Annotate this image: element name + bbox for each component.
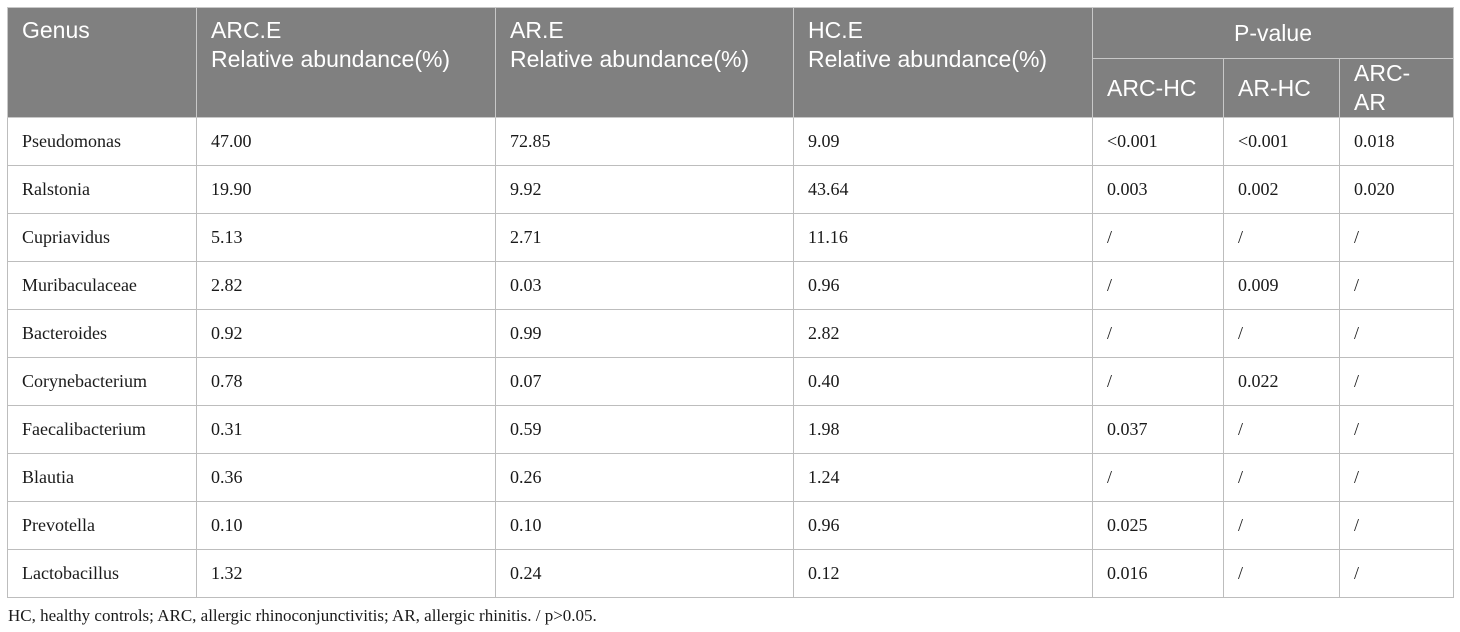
p-arc-ar-cell: 0.018: [1338, 117, 1455, 166]
p-arc-hc-cell: /: [1092, 453, 1224, 502]
header-pvalue: P-value: [1091, 7, 1455, 59]
ar-value-cell: 0.59: [495, 405, 794, 454]
p-ar-hc-cell: /: [1223, 213, 1340, 262]
hc-value-cell: 11.16: [793, 213, 1093, 262]
ar-value-cell: 0.07: [495, 357, 794, 406]
genus-abundance-table: Genus ARC.E Relative abundance(%) AR.E R…: [7, 7, 1455, 598]
p-arc-hc-cell: /: [1092, 309, 1224, 358]
hc-value-cell: 43.64: [793, 165, 1093, 214]
arc-value-cell: 0.36: [196, 453, 496, 502]
p-arc-ar-cell: 0.020: [1338, 165, 1455, 214]
p-arc-ar-cell: /: [1338, 261, 1455, 310]
p-arc-hc-cell: <0.001: [1092, 117, 1224, 166]
table-header: Genus ARC.E Relative abundance(%) AR.E R…: [7, 7, 1455, 118]
p-arc-hc-cell: /: [1092, 357, 1224, 406]
ar-value-cell: 0.03: [495, 261, 794, 310]
table-footnote: HC, healthy controls; ARC, allergic rhin…: [8, 606, 597, 625]
p-ar-hc-cell: /: [1223, 453, 1340, 502]
table-row: Prevotella 0.10 0.10 0.96 0.025//: [7, 501, 1455, 550]
table-row: Muribaculaceae 2.82 0.03 0.96/0.009/: [7, 261, 1455, 310]
arc-value-cell: 19.90: [196, 165, 496, 214]
header-ar-hc: AR-HC: [1223, 58, 1340, 118]
header-arc: ARC.E Relative abundance(%): [196, 7, 496, 118]
table-row: Blautia 0.36 0.26 1.24// /: [7, 453, 1455, 502]
genus-cell: Cupriavidus: [7, 213, 197, 262]
genus-cell: Pseudomonas: [7, 117, 197, 166]
arc-value-cell: 1.32: [196, 549, 496, 598]
table-body: Pseudomonas 47.00 72.85 9.09 <0.001 <0.001 0.0…: [7, 117, 1455, 598]
arc-value-cell: 5.13: [196, 213, 496, 262]
header-arc-name: ARC.E: [211, 17, 282, 43]
genus-cell: Muribaculaceae: [7, 261, 197, 310]
ar-value-cell: 9.92: [495, 165, 794, 214]
p-arc-hc-cell: 0.037: [1092, 405, 1224, 454]
header-arc-metric: Relative abundance(%): [211, 46, 451, 72]
table-row: Bacteroides 0.92 0.99 2.82// /: [7, 309, 1455, 358]
table-row: Corynebacterium 0.78 0.07 0.40/0.022/: [7, 357, 1455, 406]
hc-value-cell: 1.98: [793, 405, 1093, 454]
arc-value-cell: 0.92: [196, 309, 496, 358]
p-arc-ar-cell: /: [1338, 501, 1455, 550]
hc-value-cell: 0.96: [793, 261, 1093, 310]
p-ar-hc-cell: /: [1223, 549, 1340, 598]
ar-value-cell: 0.24: [495, 549, 794, 598]
p-ar-hc-cell: /: [1223, 501, 1340, 550]
hc-value-cell: 9.09: [793, 117, 1093, 166]
p-arc-hc-cell: 0.003: [1092, 165, 1224, 214]
arc-value-cell: 0.31: [196, 405, 496, 454]
arc-value-cell: 2.82: [196, 261, 496, 310]
p-ar-hc-cell: 0.022: [1223, 357, 1340, 406]
p-arc-hc-cell: /: [1092, 261, 1224, 310]
p-arc-ar-cell: /: [1338, 549, 1455, 598]
header-ar-name: AR.E: [510, 17, 564, 43]
p-arc-hc-cell: /: [1092, 213, 1224, 262]
table-row: Cupriavidus 5.13 2.71 11.16// /: [7, 213, 1455, 262]
genus-cell: Lactobacillus: [7, 549, 197, 598]
genus-cell: Faecalibacterium: [7, 405, 197, 454]
p-arc-ar-cell: /: [1338, 453, 1455, 502]
genus-cell: Prevotella: [7, 501, 197, 550]
table-row: Ralstonia 19.90 9.92 43.64 0.003 0.002 0.020: [7, 165, 1455, 214]
arc-value-cell: 0.78: [196, 357, 496, 406]
arc-value-cell: 0.10: [196, 501, 496, 550]
genus-cell: Ralstonia: [7, 165, 197, 214]
table-row: Pseudomonas 47.00 72.85 9.09 <0.001 <0.001 0.0…: [7, 117, 1455, 166]
ar-value-cell: 2.71: [495, 213, 794, 262]
p-ar-hc-cell: <0.001: [1223, 117, 1340, 166]
header-hc-metric: Relative abundance(%): [808, 46, 1048, 72]
p-arc-hc-cell: 0.025: [1092, 501, 1224, 550]
header-arc-ar: ARC-AR: [1338, 58, 1455, 118]
header-genus: Genus: [7, 7, 197, 118]
p-ar-hc-cell: 0.009: [1223, 261, 1340, 310]
p-ar-hc-cell: /: [1223, 405, 1340, 454]
hc-value-cell: 0.96: [793, 501, 1093, 550]
ar-value-cell: 0.99: [495, 309, 794, 358]
genus-cell: Corynebacterium: [7, 357, 197, 406]
table-container: Genus ARC.E Relative abundance(%) AR.E R…: [7, 7, 1455, 626]
p-arc-hc-cell: 0.016: [1092, 549, 1224, 598]
hc-value-cell: 1.24: [793, 453, 1093, 502]
hc-value-cell: 2.82: [793, 309, 1093, 358]
ar-value-cell: 0.10: [495, 501, 794, 550]
header-ar-metric: Relative abundance(%): [510, 46, 750, 72]
p-arc-ar-cell: /: [1338, 213, 1455, 262]
table-row: Lactobacillus 1.32 0.24 0.12 0.016//: [7, 549, 1455, 598]
p-arc-ar-cell: /: [1338, 309, 1455, 358]
p-arc-ar-cell: /: [1338, 405, 1455, 454]
header-hc: HC.E Relative abundance(%): [793, 7, 1093, 118]
ar-value-cell: 72.85: [495, 117, 794, 166]
genus-cell: Bacteroides: [7, 309, 197, 358]
p-ar-hc-cell: /: [1223, 309, 1340, 358]
header-ar: AR.E Relative abundance(%): [495, 7, 794, 118]
header-hc-name: HC.E: [808, 17, 863, 43]
ar-value-cell: 0.26: [495, 453, 794, 502]
hc-value-cell: 0.12: [793, 549, 1093, 598]
hc-value-cell: 0.40: [793, 357, 1093, 406]
header-arc-hc: ARC-HC: [1092, 58, 1224, 118]
p-arc-ar-cell: /: [1338, 357, 1455, 406]
arc-value-cell: 47.00: [196, 117, 496, 166]
table-row: Faecalibacterium 0.31 0.59 1.98 0.037//: [7, 405, 1455, 454]
genus-cell: Blautia: [7, 453, 197, 502]
p-ar-hc-cell: 0.002: [1223, 165, 1340, 214]
